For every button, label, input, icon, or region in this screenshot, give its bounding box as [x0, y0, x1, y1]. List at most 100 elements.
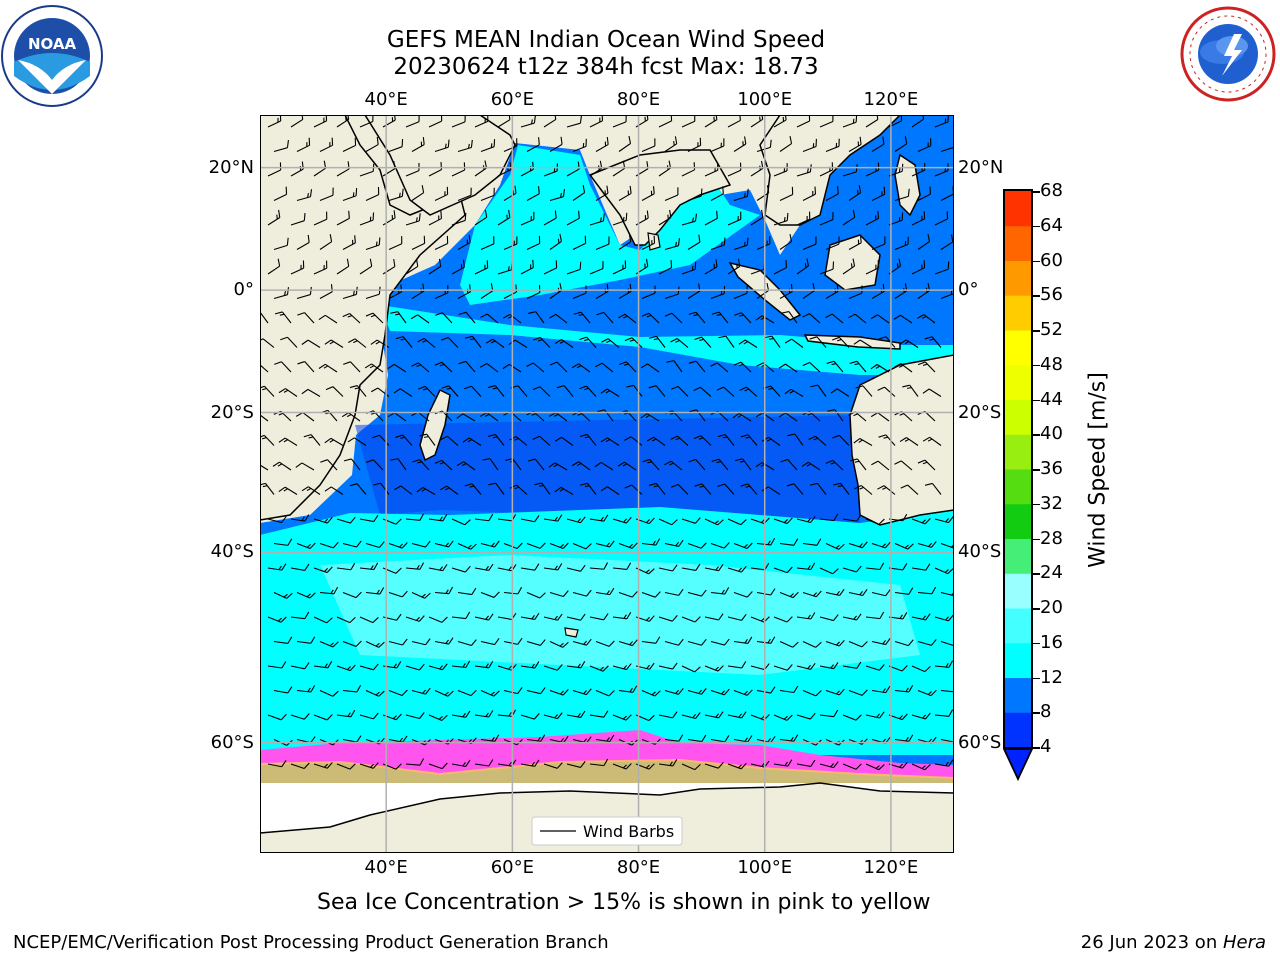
wind-barb	[579, 336, 597, 348]
wind-barb	[694, 483, 712, 495]
wind-speed-colorbar	[1003, 189, 1033, 749]
wind-barb	[296, 591, 316, 599]
wind-barb	[825, 543, 845, 550]
colorbar-segment	[1005, 573, 1031, 609]
wind-barb	[681, 563, 701, 571]
wind-barb	[784, 388, 804, 397]
wind-barb	[727, 613, 747, 621]
colorbar-tick-label: 12	[1040, 666, 1063, 688]
wind-barb	[388, 590, 408, 598]
wind-barb	[428, 564, 448, 572]
wind-barb	[434, 540, 454, 548]
wind-barb	[434, 586, 454, 595]
wind-barb	[532, 336, 551, 348]
wind-barb	[503, 687, 523, 695]
wind-barb	[595, 689, 615, 697]
wind-barb	[664, 187, 679, 202]
wind-barb	[893, 363, 913, 373]
wind-barb	[778, 412, 798, 422]
wind-barb	[911, 563, 931, 571]
wind-barb	[318, 314, 338, 324]
philippines-land	[894, 153, 921, 217]
wind-barb	[441, 385, 459, 397]
colorbar-tick-label: 36	[1040, 458, 1063, 479]
wind-barb	[934, 614, 954, 622]
wind-barb	[579, 385, 597, 397]
wind-barb	[428, 162, 443, 177]
wind-barb	[589, 260, 604, 275]
wind-barb	[464, 385, 482, 397]
colorbar-segment	[1005, 330, 1031, 366]
wind-barb	[554, 486, 574, 495]
wind-barb	[848, 235, 862, 250]
wind-barb	[681, 712, 701, 720]
wind-barb	[717, 434, 735, 446]
colorbar-tick-label: 8	[1040, 701, 1052, 723]
wind-barb	[648, 482, 666, 495]
wind-barb	[917, 586, 937, 595]
wind-barb	[595, 236, 610, 251]
wind-barb	[325, 386, 344, 397]
wind-barb	[341, 412, 361, 422]
wind-barb	[319, 640, 339, 648]
wind-barb	[618, 135, 632, 152]
wind-barb	[543, 260, 558, 275]
wind-barb	[411, 591, 431, 599]
wind-barb	[520, 515, 540, 523]
wind-barb	[411, 540, 431, 548]
wind-barb	[917, 459, 936, 471]
wind-barb	[428, 258, 442, 275]
wind-barb	[911, 517, 931, 525]
wind-barb	[658, 115, 673, 128]
wind-barb	[819, 261, 835, 275]
wind-barb	[809, 482, 827, 495]
colorbar-tick-mark	[1033, 434, 1040, 436]
wind-barb	[543, 762, 563, 769]
wind-barb	[779, 734, 799, 742]
wind-barb	[267, 115, 282, 128]
wind-barb	[295, 462, 315, 471]
legend-label: Wind Barbs	[583, 822, 674, 841]
wind-barb	[640, 363, 660, 373]
wind-barb	[313, 762, 333, 769]
left-lat-label: 20°N	[208, 156, 254, 178]
wind-barb	[664, 588, 684, 596]
wind-barb	[664, 688, 684, 695]
wind-barb	[922, 436, 942, 446]
wind-barb	[520, 612, 540, 621]
colorbar-segment	[1005, 608, 1031, 644]
wind-barb	[572, 638, 592, 646]
wind-barb	[571, 461, 591, 471]
wind-barb	[641, 591, 661, 598]
wind-barb	[756, 282, 770, 299]
wind-barb	[566, 261, 582, 275]
wind-barb	[600, 437, 620, 446]
wind-barb	[802, 313, 821, 324]
wind-barb	[480, 540, 500, 548]
wind-barb	[802, 186, 817, 201]
colorbar-tick-mark	[1033, 295, 1040, 297]
wind-barb	[417, 385, 436, 397]
wind-barb	[802, 282, 816, 299]
wind-barb	[687, 734, 707, 743]
wind-barb	[894, 188, 910, 202]
colorbar-segment	[1005, 225, 1031, 261]
wind-barb	[658, 209, 672, 226]
wind-barb	[779, 186, 794, 201]
wind-barb	[260, 482, 275, 495]
wind-barb	[781, 311, 798, 324]
wind-barb	[482, 458, 499, 471]
wind-barb	[693, 435, 712, 446]
wind-barb	[571, 363, 591, 373]
wind-barb	[502, 363, 522, 373]
wind-barb	[853, 437, 873, 446]
wind-barb	[641, 138, 656, 153]
wind-barb	[894, 136, 908, 152]
wind-barb	[618, 639, 638, 647]
wind-barb	[382, 713, 402, 721]
wind-barb	[796, 258, 810, 275]
wind-barb	[487, 385, 505, 397]
colorbar-segment	[1005, 260, 1031, 296]
wind-barb	[359, 762, 379, 769]
wind-barb	[796, 516, 816, 524]
